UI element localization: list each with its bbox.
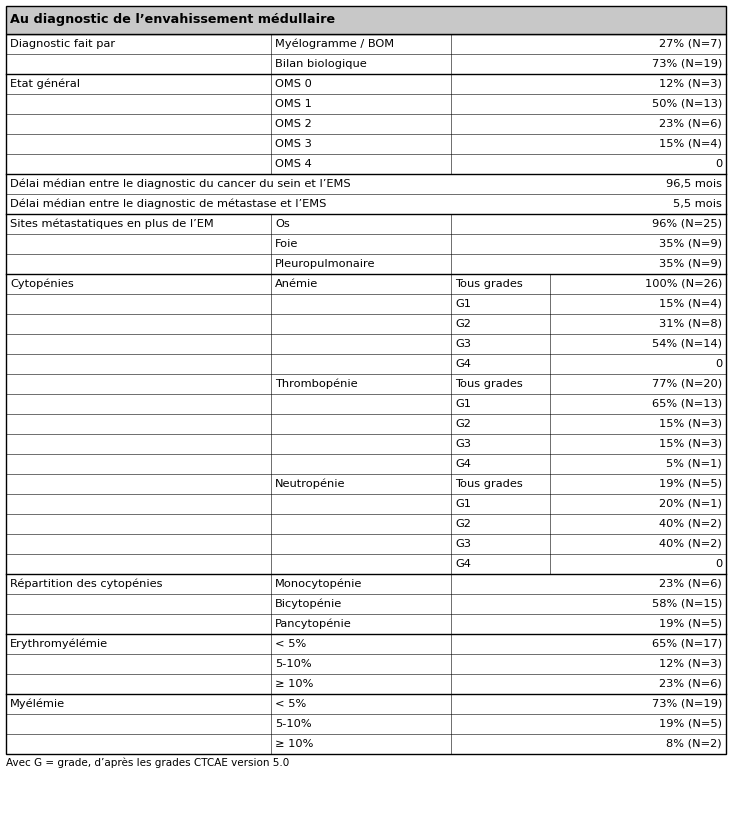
Text: 35% (N=9): 35% (N=9) — [659, 259, 722, 269]
Text: Délai médian entre le diagnostic du cancer du sein et l’EMS: Délai médian entre le diagnostic du canc… — [10, 179, 351, 189]
Text: 15% (N=4): 15% (N=4) — [659, 139, 722, 149]
Text: < 5%: < 5% — [275, 639, 306, 649]
Bar — [6, 34, 726, 754]
Text: 15% (N=4): 15% (N=4) — [659, 299, 722, 309]
Text: 19% (N=5): 19% (N=5) — [659, 479, 722, 489]
Text: 20% (N=1): 20% (N=1) — [659, 499, 722, 509]
Text: G1: G1 — [455, 299, 471, 309]
Text: 73% (N=19): 73% (N=19) — [651, 59, 722, 69]
Text: Erythromyélémie: Erythromyélémie — [10, 639, 108, 650]
Text: 0: 0 — [714, 559, 722, 569]
Text: Pancytopénie: Pancytopénie — [275, 619, 351, 630]
Text: 40% (N=2): 40% (N=2) — [660, 539, 722, 549]
Text: 0: 0 — [714, 159, 722, 169]
Text: 77% (N=20): 77% (N=20) — [652, 379, 722, 389]
Text: 50% (N=13): 50% (N=13) — [651, 99, 722, 109]
Text: G3: G3 — [455, 439, 471, 449]
Text: 12% (N=3): 12% (N=3) — [659, 79, 722, 89]
Text: 5-10%: 5-10% — [275, 659, 312, 669]
Text: Os: Os — [275, 219, 290, 229]
Text: G2: G2 — [455, 519, 471, 529]
Text: Monocytopénie: Monocytopénie — [275, 579, 362, 589]
Text: 5% (N=1): 5% (N=1) — [666, 459, 722, 469]
Text: G2: G2 — [455, 319, 471, 329]
Text: Diagnostic fait par: Diagnostic fait par — [10, 39, 115, 49]
Text: Tous grades: Tous grades — [455, 279, 523, 289]
Text: 35% (N=9): 35% (N=9) — [659, 239, 722, 249]
Text: Cytopénies: Cytopénies — [10, 278, 74, 289]
Text: OMS 0: OMS 0 — [275, 79, 312, 89]
Text: 19% (N=5): 19% (N=5) — [659, 619, 722, 629]
Text: Neutropénie: Neutropénie — [275, 479, 346, 489]
Text: Délai médian entre le diagnostic de métastase et l’EMS: Délai médian entre le diagnostic de méta… — [10, 199, 326, 209]
Text: 96% (N=25): 96% (N=25) — [652, 219, 722, 229]
Text: 15% (N=3): 15% (N=3) — [659, 439, 722, 449]
Text: 8% (N=2): 8% (N=2) — [666, 739, 722, 749]
Text: Foie: Foie — [275, 239, 299, 249]
Text: G1: G1 — [455, 499, 471, 509]
Text: 65% (N=13): 65% (N=13) — [652, 399, 722, 409]
Text: Etat général: Etat général — [10, 79, 80, 89]
Text: ≥ 10%: ≥ 10% — [275, 739, 313, 749]
Text: < 5%: < 5% — [275, 699, 306, 709]
Text: 23% (N=6): 23% (N=6) — [660, 679, 722, 689]
Text: 96,5 mois: 96,5 mois — [666, 179, 722, 189]
Text: Myélémie: Myélémie — [10, 699, 65, 709]
Text: Avec G = grade, d’après les grades CTCAE version 5.0: Avec G = grade, d’après les grades CTCAE… — [6, 758, 289, 768]
Text: 65% (N=17): 65% (N=17) — [652, 639, 722, 649]
Text: 40% (N=2): 40% (N=2) — [660, 519, 722, 529]
Text: ≥ 10%: ≥ 10% — [275, 679, 313, 689]
Text: Pleuropulmonaire: Pleuropulmonaire — [275, 259, 376, 269]
Text: Sites métastatiques en plus de l’EM: Sites métastatiques en plus de l’EM — [10, 219, 214, 229]
Text: G3: G3 — [455, 339, 471, 349]
Text: 31% (N=8): 31% (N=8) — [659, 319, 722, 329]
Text: 5,5 mois: 5,5 mois — [673, 199, 722, 209]
Text: Myélogramme / BOM: Myélogramme / BOM — [275, 38, 394, 49]
Text: OMS 3: OMS 3 — [275, 139, 312, 149]
Text: G4: G4 — [455, 459, 471, 469]
Text: OMS 2: OMS 2 — [275, 119, 312, 129]
Text: Répartition des cytopénies: Répartition des cytopénies — [10, 579, 163, 589]
Text: 23% (N=6): 23% (N=6) — [660, 579, 722, 589]
Text: 5-10%: 5-10% — [275, 719, 312, 729]
Text: G3: G3 — [455, 539, 471, 549]
Text: Tous grades: Tous grades — [455, 479, 523, 489]
Text: OMS 4: OMS 4 — [275, 159, 312, 169]
Text: Au diagnostic de l’envahissement médullaire: Au diagnostic de l’envahissement médulla… — [10, 13, 335, 27]
Text: Bicytopénie: Bicytopénie — [275, 599, 342, 609]
Text: 73% (N=19): 73% (N=19) — [651, 699, 722, 709]
Text: Bilan biologique: Bilan biologique — [275, 59, 367, 69]
Text: G4: G4 — [455, 559, 471, 569]
Text: Thrombopénie: Thrombopénie — [275, 379, 358, 390]
Text: OMS 1: OMS 1 — [275, 99, 312, 109]
Text: 27% (N=7): 27% (N=7) — [659, 39, 722, 49]
Text: Tous grades: Tous grades — [455, 379, 523, 389]
Text: G1: G1 — [455, 399, 471, 409]
Text: 100% (N=26): 100% (N=26) — [645, 279, 722, 289]
Text: 12% (N=3): 12% (N=3) — [659, 659, 722, 669]
Text: 58% (N=15): 58% (N=15) — [651, 599, 722, 609]
Text: 54% (N=14): 54% (N=14) — [652, 339, 722, 349]
Text: Anémie: Anémie — [275, 279, 318, 289]
Text: G2: G2 — [455, 419, 471, 429]
Text: 23% (N=6): 23% (N=6) — [660, 119, 722, 129]
Text: G4: G4 — [455, 359, 471, 369]
Bar — [6, 6, 726, 34]
Text: 0: 0 — [714, 359, 722, 369]
Text: 15% (N=3): 15% (N=3) — [659, 419, 722, 429]
Text: 19% (N=5): 19% (N=5) — [659, 719, 722, 729]
